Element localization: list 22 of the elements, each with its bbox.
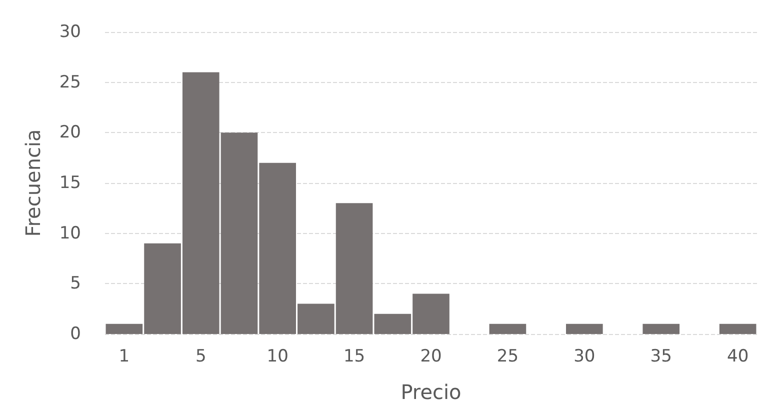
- y-axis-title: Frecuencia: [21, 129, 45, 237]
- x-tick-label: 5: [195, 346, 206, 366]
- x-tick-label: 20: [420, 346, 442, 366]
- bar: [489, 324, 526, 334]
- y-tick-label: 5: [70, 274, 81, 294]
- x-tick-label: 35: [650, 346, 672, 366]
- bar: [566, 324, 603, 334]
- x-tick-label: 30: [574, 346, 596, 366]
- x-tick-label: 1: [118, 346, 130, 366]
- x-tick-label: 15: [343, 346, 366, 366]
- bar: [719, 324, 756, 334]
- y-tick-label: 25: [59, 72, 81, 92]
- x-tick-label: 10: [266, 346, 288, 366]
- x-tick-label: 40: [727, 346, 749, 366]
- y-tick-label: 15: [59, 173, 81, 193]
- y-tick-label: 10: [59, 223, 81, 244]
- bar: [642, 324, 680, 334]
- y-tick-label: 20: [59, 122, 81, 143]
- y-tick-label: 30: [59, 22, 81, 42]
- y-tick-label: 0: [70, 324, 81, 344]
- x-tick-label: 25: [496, 346, 519, 366]
- x-axis-title: Precio: [400, 380, 462, 404]
